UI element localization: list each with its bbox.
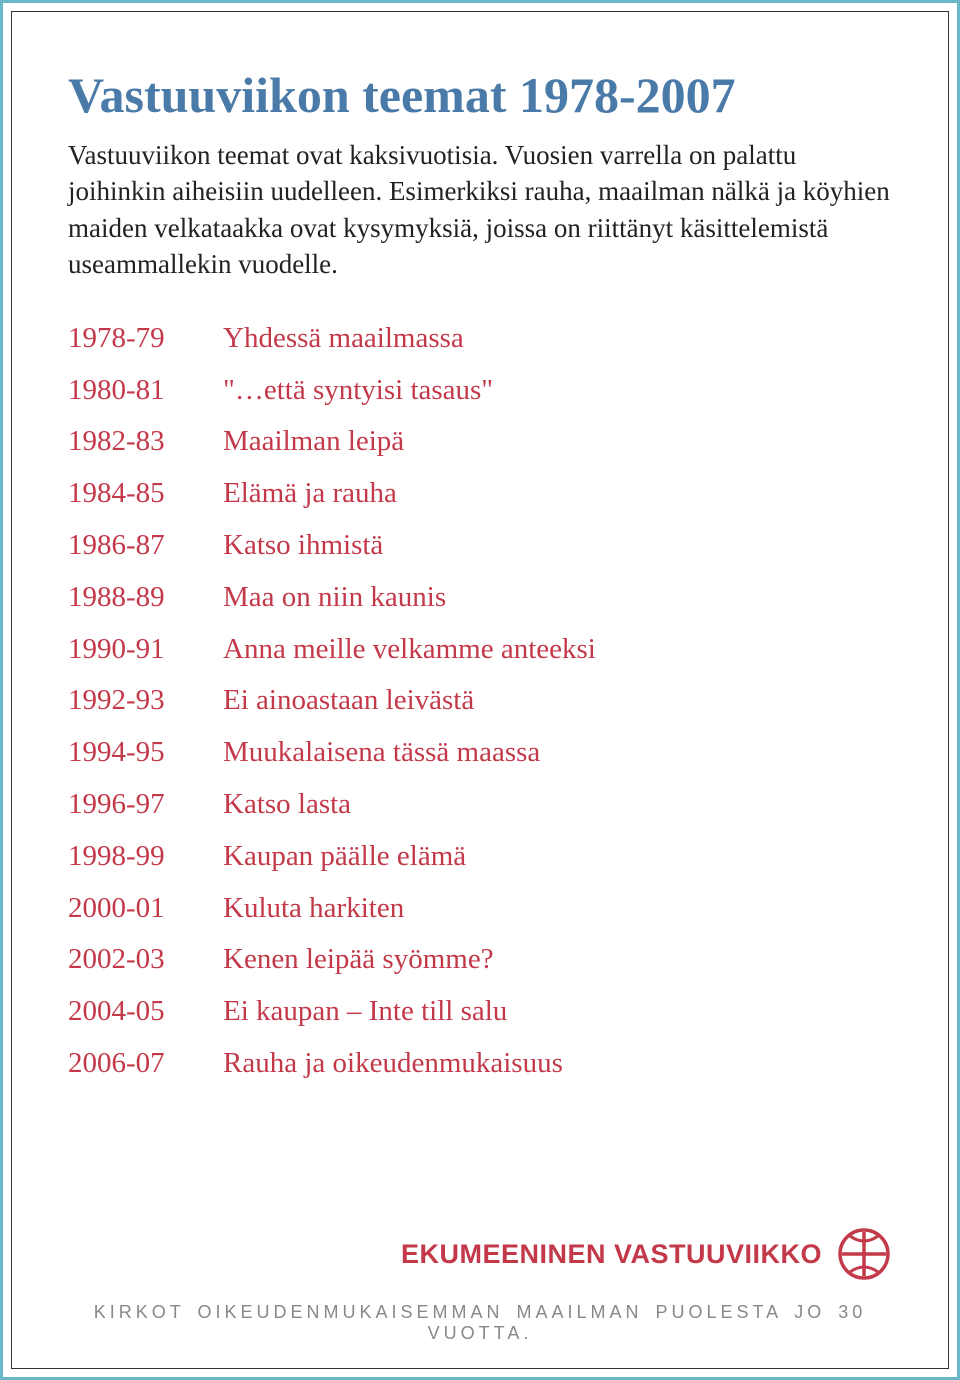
brand-logo-icon bbox=[836, 1226, 892, 1282]
theme-year: 1986-87 bbox=[68, 528, 223, 563]
theme-year: 1990-91 bbox=[68, 632, 223, 667]
theme-year: 1998-99 bbox=[68, 839, 223, 874]
theme-row: 2002-03 Kenen leipää syömme? bbox=[68, 942, 892, 977]
theme-year: 1988-89 bbox=[68, 580, 223, 615]
theme-row: 1980-81 "…että syntyisi tasaus" bbox=[68, 373, 892, 408]
theme-year: 1996-97 bbox=[68, 787, 223, 822]
theme-year: 2004-05 bbox=[68, 994, 223, 1029]
theme-label: Rauha ja oikeudenmukaisuus bbox=[223, 1046, 892, 1081]
theme-label: Katso lasta bbox=[223, 787, 892, 822]
theme-year: 1980-81 bbox=[68, 373, 223, 408]
theme-row: 1986-87 Katso ihmistä bbox=[68, 528, 892, 563]
intro-paragraph: Vastuuviikon teemat ovat kaksivuotisia. … bbox=[68, 137, 892, 283]
theme-row: 2004-05 Ei kaupan – Inte till salu bbox=[68, 994, 892, 1029]
theme-label: Elämä ja rauha bbox=[223, 476, 892, 511]
theme-label: Anna meille velkamme anteeksi bbox=[223, 632, 892, 667]
theme-label: Maailman leipä bbox=[223, 424, 892, 459]
theme-year: 2006-07 bbox=[68, 1046, 223, 1081]
theme-row: 1994-95 Muukalaisena tässä maassa bbox=[68, 735, 892, 770]
theme-row: 1988-89 Maa on niin kaunis bbox=[68, 580, 892, 615]
theme-row: 2006-07 Rauha ja oikeudenmukaisuus bbox=[68, 1046, 892, 1081]
inner-border: Vastuuviikon teemat 1978-2007 Vastuuviik… bbox=[11, 11, 949, 1369]
theme-year: 1978-79 bbox=[68, 321, 223, 356]
theme-year: 2000-01 bbox=[68, 891, 223, 926]
theme-label: Ei kaupan – Inte till salu bbox=[223, 994, 892, 1029]
theme-year: 1984-85 bbox=[68, 476, 223, 511]
theme-year: 1982-83 bbox=[68, 424, 223, 459]
theme-label: Maa on niin kaunis bbox=[223, 580, 892, 615]
theme-label: Muukalaisena tässä maassa bbox=[223, 735, 892, 770]
theme-row: 2000-01 Kuluta harkiten bbox=[68, 891, 892, 926]
theme-row: 1996-97 Katso lasta bbox=[68, 787, 892, 822]
outer-border: Vastuuviikon teemat 1978-2007 Vastuuviik… bbox=[0, 0, 960, 1380]
theme-row: 1978-79 Yhdessä maailmassa bbox=[68, 321, 892, 356]
spacer bbox=[68, 1081, 892, 1226]
theme-label: Katso ihmistä bbox=[223, 528, 892, 563]
theme-label: Kuluta harkiten bbox=[223, 891, 892, 926]
theme-year: 1994-95 bbox=[68, 735, 223, 770]
theme-label: Kaupan päälle elämä bbox=[223, 839, 892, 874]
theme-row: 1990-91 Anna meille velkamme anteeksi bbox=[68, 632, 892, 667]
theme-year: 2002-03 bbox=[68, 942, 223, 977]
theme-year: 1992-93 bbox=[68, 683, 223, 718]
theme-row: 1984-85 Elämä ja rauha bbox=[68, 476, 892, 511]
footer-brand: EKUMEENINEN VASTUUVIIKKO bbox=[68, 1226, 892, 1282]
brand-text: EKUMEENINEN VASTUUVIIKKO bbox=[401, 1239, 822, 1270]
theme-row: 1992-93 Ei ainoastaan leivästä bbox=[68, 683, 892, 718]
theme-label: "…että syntyisi tasaus" bbox=[223, 373, 892, 408]
theme-label: Ei ainoastaan leivästä bbox=[223, 683, 892, 718]
theme-label: Yhdessä maailmassa bbox=[223, 321, 892, 356]
footer-tagline: KIRKOT OIKEUDENMUKAISEMMAN MAAILMAN PUOL… bbox=[68, 1302, 892, 1344]
theme-label: Kenen leipää syömme? bbox=[223, 942, 892, 977]
theme-row: 1998-99 Kaupan päälle elämä bbox=[68, 839, 892, 874]
page-title: Vastuuviikon teemat 1978-2007 bbox=[68, 68, 892, 123]
theme-row: 1982-83 Maailman leipä bbox=[68, 424, 892, 459]
theme-list: 1978-79 Yhdessä maailmassa 1980-81 "…ett… bbox=[68, 321, 892, 1081]
